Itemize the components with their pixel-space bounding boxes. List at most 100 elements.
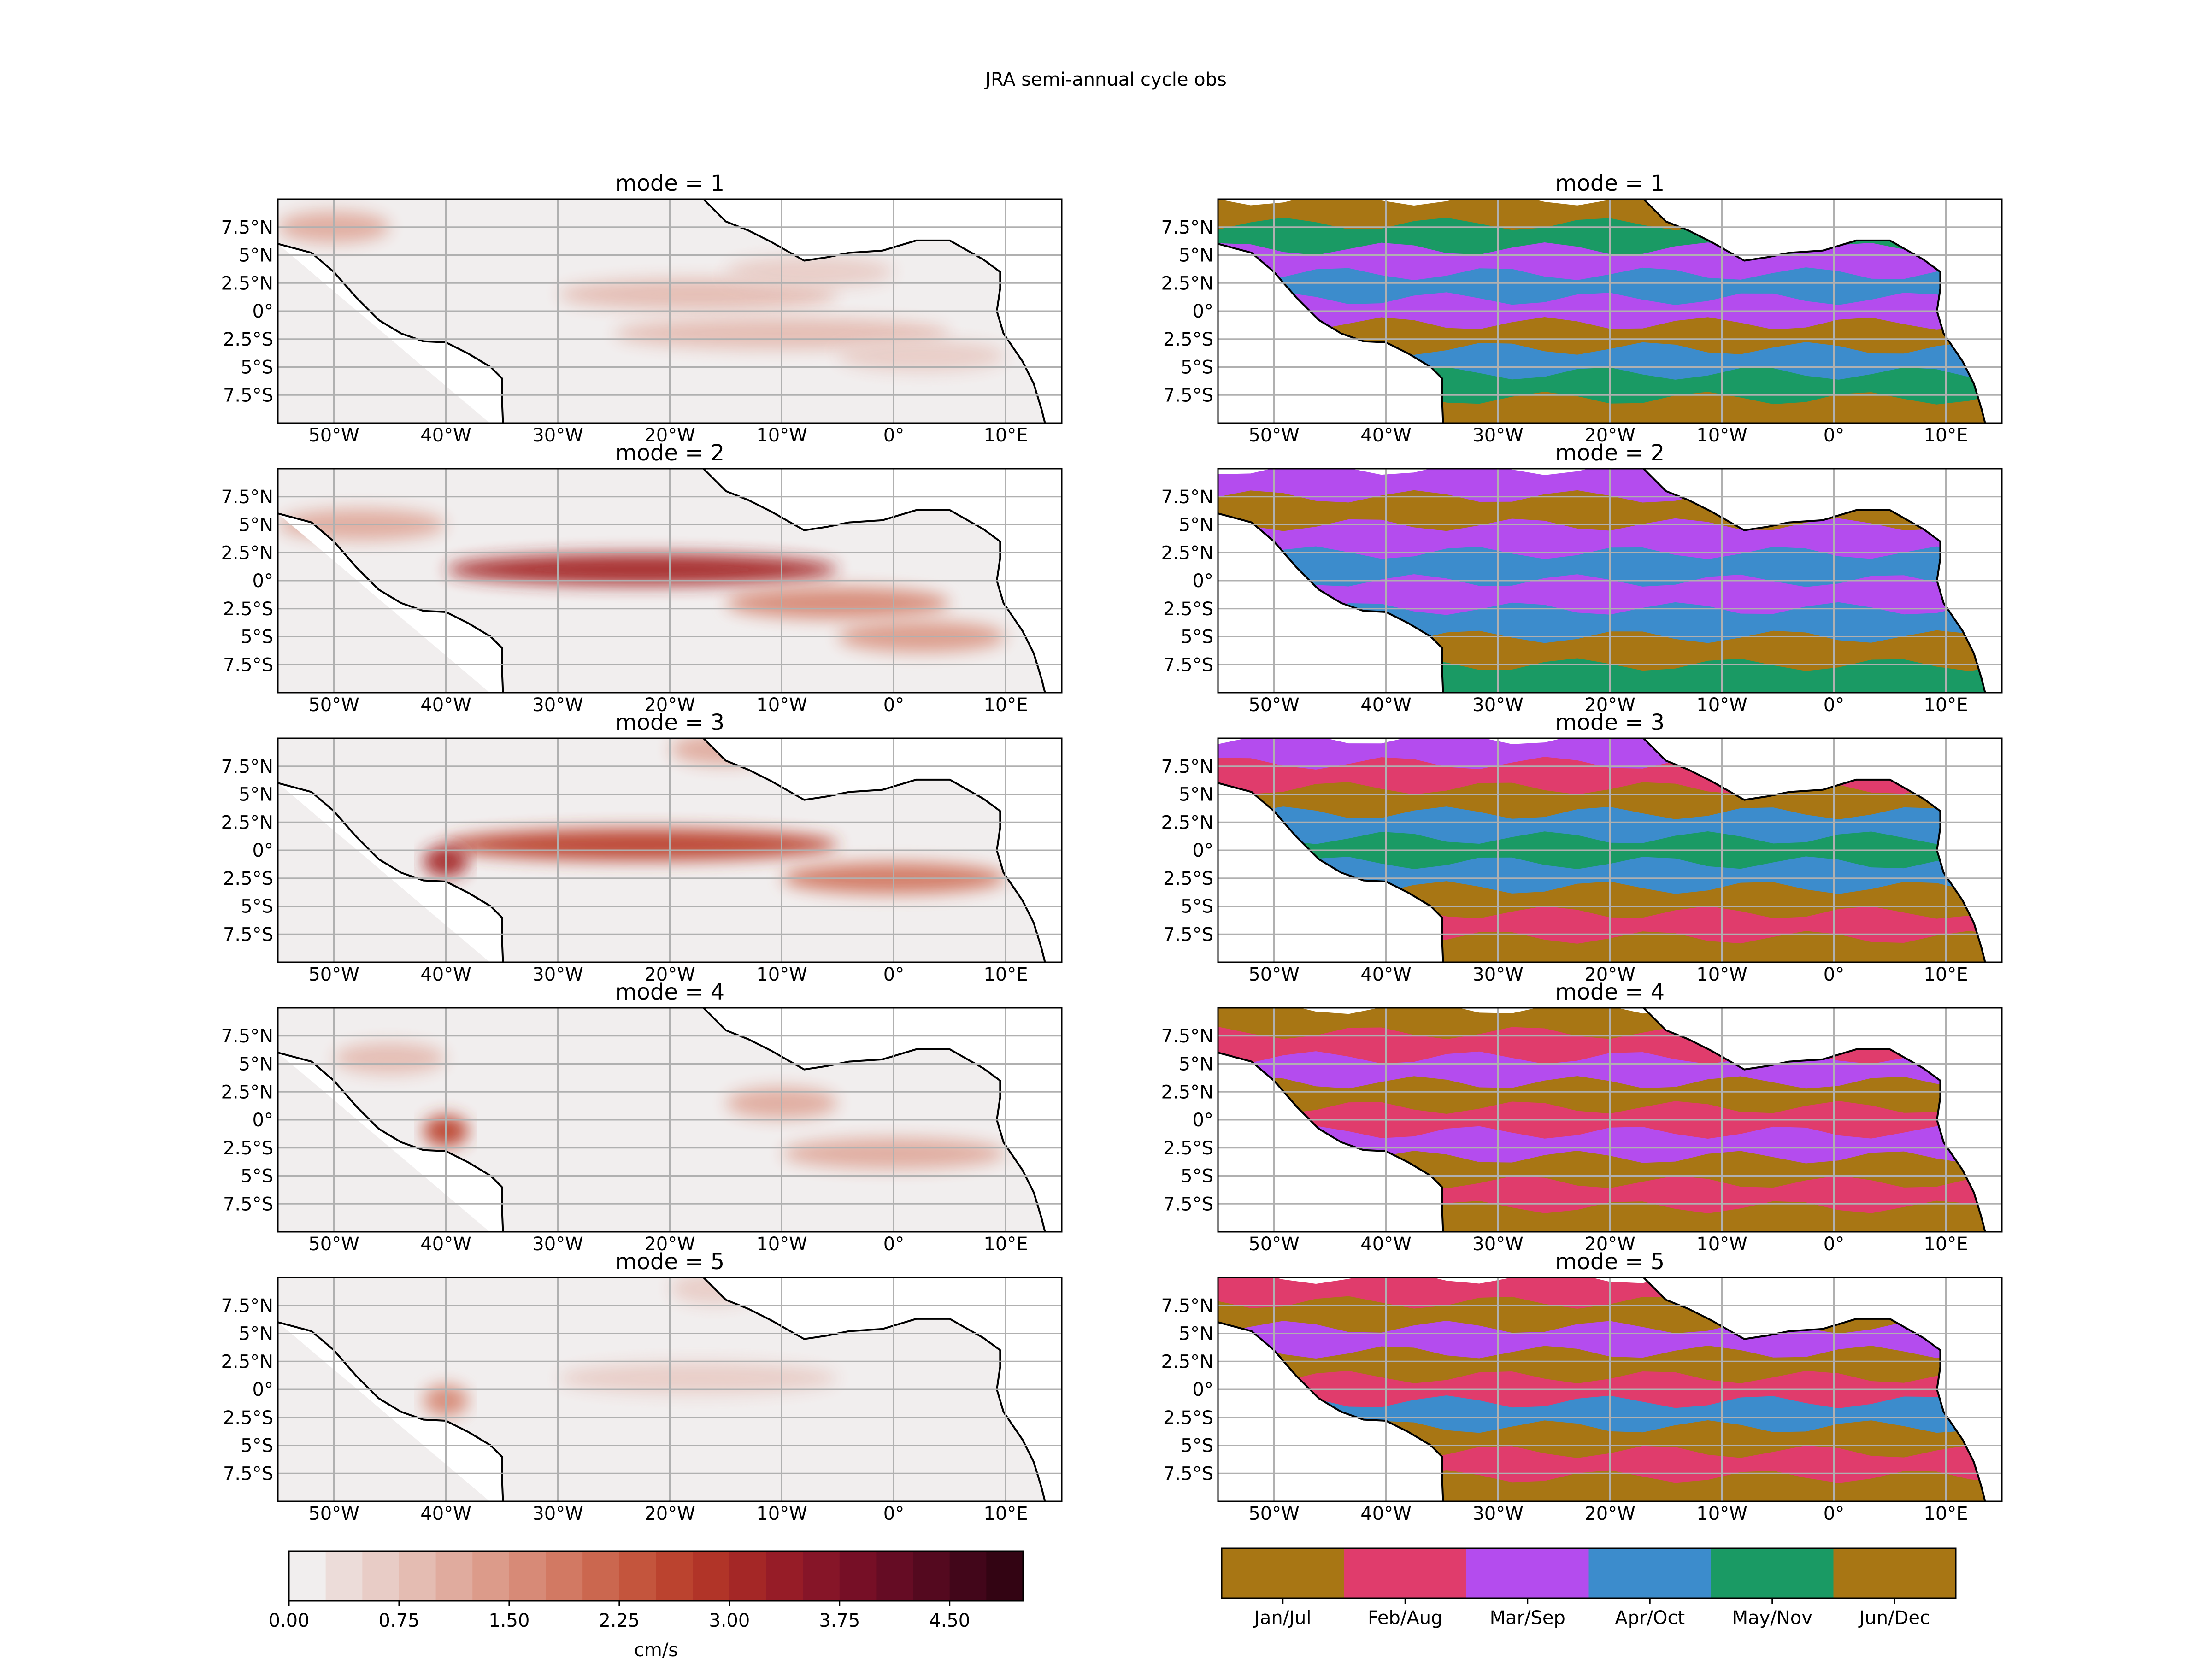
lat-tick-label: 5°N — [239, 245, 273, 266]
colorbar-tick-label: Jun/Dec — [1858, 1607, 1930, 1629]
lon-tick-label: 20°W — [1584, 1234, 1635, 1255]
coastline-africa — [702, 1008, 1046, 1232]
lon-tick-label: 0° — [883, 1234, 904, 1255]
colorbar-tick-label: 1.50 — [488, 1610, 529, 1631]
colorbar-swatch — [876, 1551, 913, 1601]
colorbar-swatch — [803, 1551, 840, 1601]
lon-tick-label: 10°E — [983, 1234, 1028, 1255]
lat-tick-label: 0° — [253, 1379, 273, 1400]
lat-tick-label: 5°S — [1181, 1166, 1213, 1187]
lon-tick-label: 30°W — [1472, 964, 1523, 985]
lat-tick-label: 7.5°N — [1161, 1026, 1213, 1047]
map-frame — [277, 198, 1063, 424]
colorbar-swatch — [1466, 1548, 1589, 1598]
lon-tick-label: 20°W — [644, 425, 695, 446]
lat-tick-label: 7.5°N — [221, 487, 273, 508]
map-field — [1218, 469, 2002, 693]
lon-tick-label: 30°W — [1472, 1234, 1523, 1255]
lat-tick-label: 7.5°S — [223, 924, 273, 945]
colorbar-tick-label: 3.00 — [709, 1610, 750, 1631]
lon-tick-label: 30°W — [532, 1234, 583, 1255]
lon-tick-label: 10°E — [983, 1503, 1028, 1524]
amplitude-band — [446, 553, 838, 585]
lat-tick-label: 2.5°N — [1161, 542, 1213, 564]
lon-tick-label: 40°W — [1360, 425, 1411, 446]
map-field — [1218, 199, 2002, 423]
lat-tick-label: 5°S — [241, 896, 273, 918]
amplitude-band — [558, 278, 838, 310]
coastline-africa — [702, 469, 1046, 693]
lat-tick-label: 0° — [1193, 1379, 1213, 1400]
lat-tick-label: 5°N — [239, 784, 273, 806]
lon-tick-label: 10°W — [756, 1503, 807, 1524]
land-africa — [703, 738, 1062, 962]
subplot-title: mode = 3 — [1555, 710, 1665, 735]
land-africa — [703, 1277, 1062, 1501]
lon-tick-label: 10°E — [983, 425, 1028, 446]
colorbar-swatch — [325, 1551, 363, 1601]
map-frame — [277, 1007, 1063, 1233]
lat-tick-label: 7.5°N — [1161, 756, 1213, 777]
lat-tick-label: 7.5°S — [1163, 654, 1213, 676]
colorbar-tick-label: Apr/Oct — [1615, 1607, 1685, 1629]
lon-tick-label: 0° — [1824, 964, 1844, 985]
colorbar-tick-label: Feb/Aug — [1368, 1607, 1442, 1629]
lon-tick-label: 40°W — [420, 694, 471, 716]
phase-map-mode-5: mode = 5 7.5°N 5°N 2.5°N 0° 2.5°S 5°S 7.5°S 50°W… — [1161, 1249, 2003, 1524]
coastline-africa — [1642, 199, 1986, 423]
colorbar-swatch — [766, 1551, 803, 1601]
lat-tick-label: 2.5°N — [1161, 273, 1213, 294]
map-frame — [1217, 1277, 2003, 1502]
lat-tick-label: 7.5°N — [221, 217, 273, 238]
coastline-americas — [1218, 243, 1444, 423]
lon-tick-label: 20°W — [1584, 694, 1635, 716]
lat-tick-label: 5°S — [1181, 627, 1213, 648]
land-africa — [1643, 738, 2002, 962]
coastline-americas — [278, 782, 504, 962]
coastline-africa — [1642, 1277, 1986, 1501]
subplot-title: mode = 4 — [1555, 979, 1665, 1005]
lon-tick-label: 20°W — [644, 1503, 695, 1524]
land-africa — [1643, 1277, 2002, 1501]
lat-tick-label: 0° — [253, 301, 273, 322]
phase-colorbar: Jan/Jul Feb/Aug Mar/Sep Apr/Oct May/Nov Jun/D… — [1221, 1547, 1957, 1629]
lon-tick-label: 0° — [883, 425, 904, 446]
colorbar-label: cm/s — [634, 1640, 678, 1659]
colorbar-swatch — [839, 1551, 877, 1601]
lat-tick-label: 7.5°N — [1161, 1295, 1213, 1317]
phase-map-mode-2: mode = 2 7.5°N 5°N 2.5°N 0° 2.5°S 5°S 7.5°S 50°W… — [1161, 440, 2003, 716]
lon-tick-label: 50°W — [308, 964, 359, 985]
lat-tick-label: 7.5°S — [1163, 924, 1213, 945]
lat-tick-label: 5°S — [241, 1166, 273, 1187]
coastline-americas — [1218, 1321, 1444, 1501]
colorbar-swatch — [546, 1551, 583, 1601]
coastline-africa — [702, 1277, 1046, 1501]
lat-tick-label: 0° — [253, 571, 273, 592]
phase-map-mode-3: mode = 3 7.5°N 5°N 2.5°N 0° 2.5°S 5°S 7.5°S 50°W… — [1161, 710, 2003, 985]
lon-tick-label: 0° — [1824, 425, 1844, 446]
lat-tick-label: 2.5°N — [1161, 1082, 1213, 1103]
coastline-americas — [278, 243, 504, 423]
lon-tick-label: 0° — [1824, 1234, 1844, 1255]
lat-tick-label: 5°S — [241, 1435, 273, 1457]
lat-tick-label: 7.5°S — [223, 385, 273, 406]
lat-tick-label: 2.5°S — [1163, 1138, 1213, 1159]
lon-tick-label: 10°E — [983, 694, 1028, 716]
lon-tick-label: 20°W — [1584, 425, 1635, 446]
lat-tick-label: 0° — [1193, 301, 1213, 322]
lat-tick-label: 5°N — [1179, 515, 1213, 536]
lat-tick-label: 2.5°S — [1163, 599, 1213, 620]
map-field — [1218, 1277, 2002, 1501]
lat-tick-label: 2.5°N — [221, 812, 273, 833]
lon-tick-label: 20°W — [644, 1234, 695, 1255]
amplitude-map-mode-2: mode = 2 7.5°N 5°N 2.5°N 0° 2.5°S 5°S 7.5°S 50°W… — [221, 440, 1063, 716]
colorbar-swatch — [582, 1551, 620, 1601]
colorbar-swatch — [1222, 1548, 1345, 1598]
lon-tick-label: 50°W — [308, 1503, 359, 1524]
lon-tick-label: 10°E — [1924, 425, 1968, 446]
lon-tick-label: 10°E — [1924, 1503, 1968, 1524]
lon-tick-label: 10°W — [1696, 964, 1747, 985]
lat-tick-label: 5°N — [1179, 784, 1213, 806]
lon-tick-label: 20°W — [644, 694, 695, 716]
lon-tick-label: 50°W — [1248, 964, 1299, 985]
